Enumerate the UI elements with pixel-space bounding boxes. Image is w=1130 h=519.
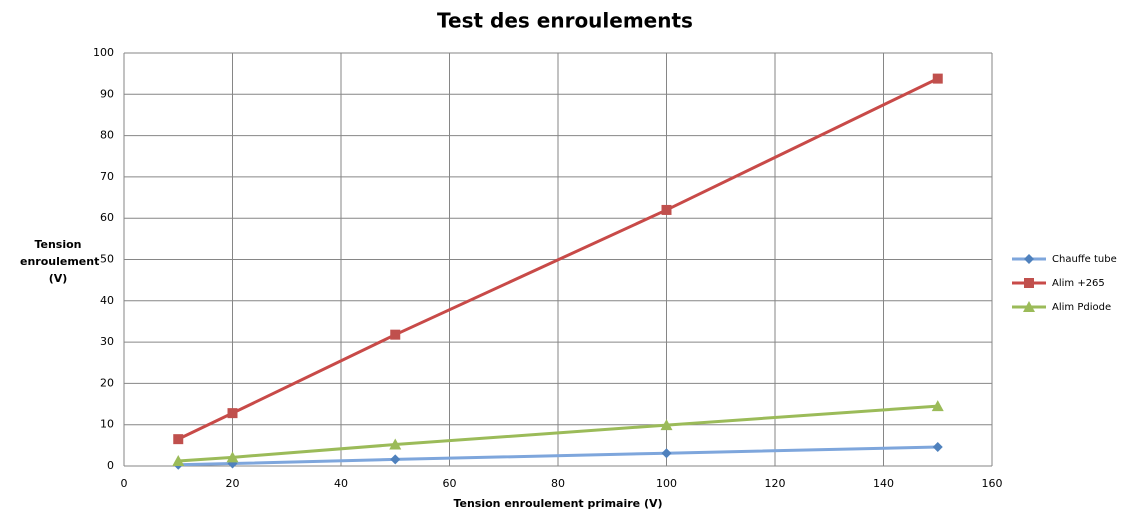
- data-point: [932, 442, 943, 453]
- x-tick-label: 160: [982, 477, 1003, 490]
- x-tick-label: 140: [873, 477, 894, 490]
- data-point: [390, 454, 401, 465]
- legend-label: Alim Pdiode: [1052, 302, 1111, 313]
- y-tick-label: 10: [100, 418, 114, 431]
- y-tick-label: 80: [100, 129, 114, 142]
- data-point: [226, 451, 239, 463]
- x-tick-label: 40: [334, 477, 348, 490]
- data-point: [932, 73, 943, 84]
- chart-title: Test des enroulements: [437, 9, 693, 33]
- legend-label: Alim +265: [1052, 278, 1105, 289]
- x-tick-label: 100: [656, 477, 677, 490]
- y-tick-label: 20: [100, 376, 114, 389]
- x-tick-label: 20: [226, 477, 240, 490]
- y-tick-label: 40: [100, 294, 114, 307]
- data-point: [390, 329, 401, 340]
- x-axis-label: Tension enroulement primaire (V): [453, 497, 662, 510]
- x-tick-label: 120: [765, 477, 786, 490]
- data-point: [172, 455, 185, 467]
- y-tick-label: 30: [100, 335, 114, 348]
- y-tick-label: 50: [100, 253, 114, 266]
- legend-label: Chauffe tube: [1052, 254, 1117, 265]
- data-point: [931, 400, 944, 412]
- legend-marker: [1024, 254, 1034, 264]
- y-axis-label: Tension enroulement (V): [20, 238, 100, 285]
- legend-marker: [1023, 301, 1035, 312]
- data-point: [173, 434, 184, 445]
- data-point: [661, 204, 672, 215]
- data-point: [389, 438, 402, 450]
- x-tick-label: 80: [551, 477, 565, 490]
- y-tick-label: 100: [93, 46, 114, 59]
- data-point: [661, 448, 672, 459]
- legend-marker: [1024, 278, 1034, 288]
- data-point: [660, 419, 673, 431]
- x-tick-label: 0: [121, 477, 128, 490]
- data-point: [227, 408, 238, 419]
- y-tick-label: 90: [100, 87, 114, 100]
- x-tick-label: 60: [443, 477, 457, 490]
- y-tick-label: 60: [100, 211, 114, 224]
- y-tick-label: 70: [100, 170, 114, 183]
- y-tick-label: 0: [107, 459, 114, 472]
